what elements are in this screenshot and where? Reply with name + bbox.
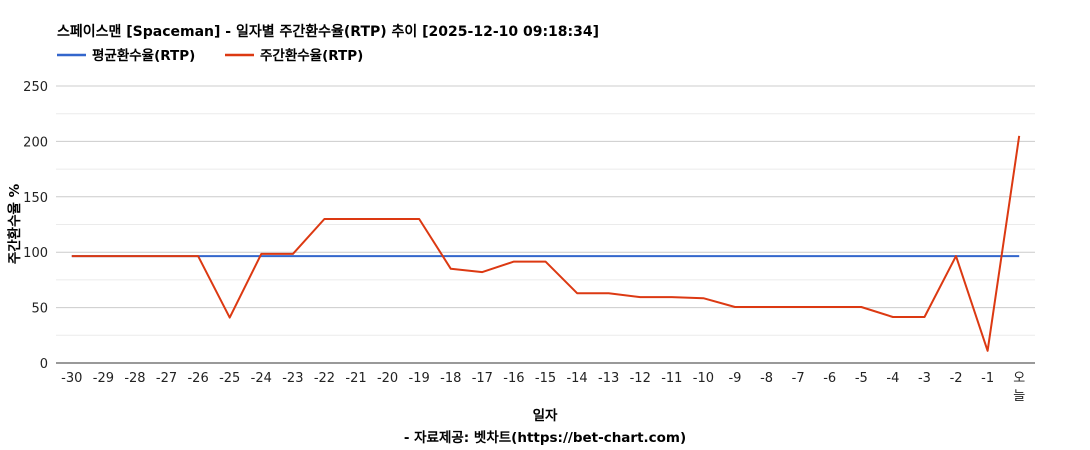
x-tick-label: -29 (93, 371, 114, 386)
x-tick-label: -1 (981, 371, 994, 386)
x-tick-label: -7 (792, 371, 805, 386)
x-tick-label: -18 (440, 371, 461, 386)
y-tick-label: 150 (23, 191, 48, 206)
legend: 평균환수율(RTP) 주간환수율(RTP) (57, 47, 363, 64)
y-tick-label: 100 (23, 246, 48, 261)
legend-label-weekly: 주간환수율(RTP) (260, 47, 363, 64)
x-tick-label: -16 (503, 371, 524, 386)
x-tick-label: -8 (760, 371, 773, 386)
x-tick-label: -17 (472, 371, 493, 386)
x-tick-label: -13 (598, 371, 619, 386)
x-tick-label: -21 (345, 371, 366, 386)
x-tick-label: -5 (855, 371, 868, 386)
y-axis-ticks: 0 50 100 150 200 250 (23, 80, 48, 372)
x-tick-label: -10 (693, 371, 714, 386)
gridlines (56, 85, 1035, 364)
y-tick-label: 50 (31, 302, 48, 317)
x-tick-label: -14 (566, 371, 587, 386)
x-tick-label: -19 (409, 371, 430, 386)
credit-text: - 자료제공: 벳차트(https://bet-chart.com) (404, 429, 686, 446)
x-tick-label: -11 (661, 371, 682, 386)
x-tick-label: -30 (61, 371, 82, 386)
x-tick-label: -3 (918, 371, 931, 386)
x-tick-label: -15 (535, 371, 556, 386)
x-tick-label: -24 (251, 371, 272, 386)
x-tick-label: -26 (187, 371, 208, 386)
x-axis-ticks: -30 -29 -28 -27 -26 -25 -24 -23 -22 -21 -20 -19 -18-… (61, 371, 1025, 404)
x-tick-label: -27 (156, 371, 177, 386)
x-tick-label: -9 (728, 371, 741, 386)
y-axis-title: 주간환수율 % (6, 183, 23, 264)
x-tick-label: -12 (630, 371, 651, 386)
y-tick-label: 250 (23, 80, 48, 95)
series-line-weekly-rtp (71, 135, 1021, 352)
x-axis-title: 일자 (533, 408, 558, 424)
x-tick-label: -20 (377, 371, 398, 386)
y-tick-label: 200 (23, 135, 48, 150)
y-tick-label: 0 (40, 357, 48, 372)
series-lines (71, 135, 1021, 352)
x-tick-label: -22 (314, 371, 335, 386)
x-tick-label: -28 (124, 371, 145, 386)
x-tick-label: -4 (886, 371, 899, 386)
legend-label-average: 평균환수율(RTP) (92, 47, 195, 64)
x-tick-label: -23 (282, 371, 303, 386)
x-tick-label: -25 (219, 371, 240, 386)
x-tick-label: -6 (823, 371, 836, 386)
x-tick-label: -2 (950, 371, 963, 386)
chart-title: 스페이스맨 [Spaceman] - 일자별 주간환수율(RTP) 추이 [20… (57, 23, 599, 40)
